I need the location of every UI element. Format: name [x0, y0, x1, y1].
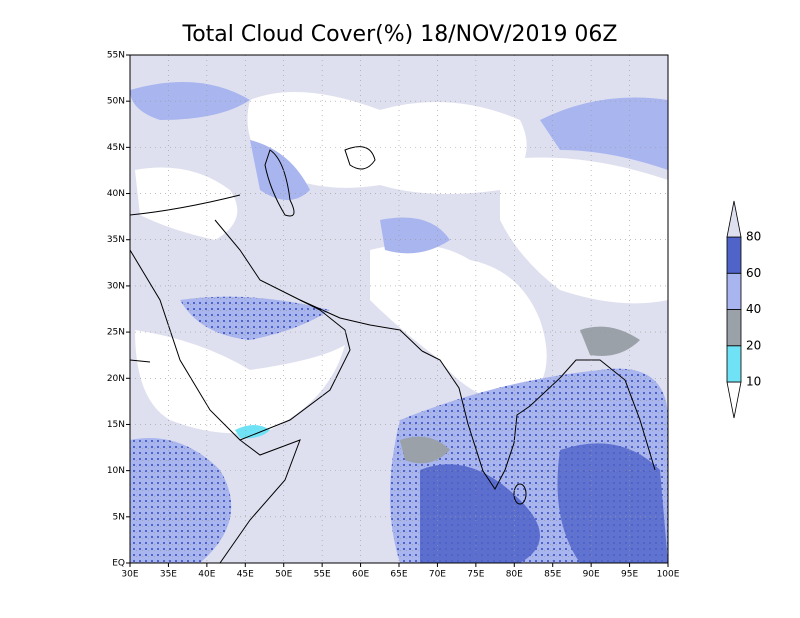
- y-tick-label: 55N: [107, 51, 125, 61]
- x-tick-label: 100E: [657, 570, 680, 580]
- y-tick-label: EQ: [112, 559, 125, 569]
- y-tick-label: 10N: [107, 466, 125, 476]
- colorbar-band: [726, 236, 742, 274]
- colorbar-label: 80: [746, 230, 761, 244]
- y-tick-label: 15N: [107, 420, 125, 430]
- colorbar-label: 20: [746, 338, 761, 352]
- x-tick-label: 80E: [506, 570, 523, 580]
- colorbar-low: [726, 381, 742, 419]
- x-tick-label: 30E: [121, 570, 138, 580]
- colorbar-label: 60: [746, 266, 761, 280]
- map-field: [130, 55, 668, 563]
- y-tick-label: 45N: [107, 143, 125, 153]
- colorbar-band: [726, 272, 742, 310]
- x-tick-label: 45E: [237, 570, 254, 580]
- colorbar-band: [726, 309, 742, 347]
- x-tick-label: 55E: [314, 570, 331, 580]
- y-tick-label: 5N: [113, 512, 125, 522]
- y-tick-label: 20N: [107, 374, 125, 384]
- y-tick-label: 50N: [107, 97, 125, 107]
- y-tick-label: 35N: [107, 235, 125, 245]
- colorbar-label: 10: [746, 375, 761, 389]
- colorbar-band: [726, 345, 742, 383]
- x-tick-label: 60E: [352, 570, 369, 580]
- y-tick-label: 25N: [107, 328, 125, 338]
- colorbar-label: 40: [746, 302, 761, 316]
- x-tick-label: 75E: [467, 570, 484, 580]
- x-tick-label: 50E: [275, 570, 292, 580]
- map-title: Total Cloud Cover(%) 18/NOV/2019 06Z: [182, 22, 618, 47]
- x-tick-label: 85E: [544, 570, 561, 580]
- x-tick-label: 95E: [621, 570, 638, 580]
- x-tick-label: 35E: [160, 570, 177, 580]
- y-tick-label: 40N: [107, 189, 125, 199]
- x-tick-label: 40E: [198, 570, 215, 580]
- y-tick-label: 30N: [107, 281, 125, 291]
- x-tick-label: 90E: [583, 570, 600, 580]
- colorbar-high: [726, 200, 742, 238]
- x-tick-label: 70E: [429, 570, 446, 580]
- x-tick-label: 65E: [390, 570, 407, 580]
